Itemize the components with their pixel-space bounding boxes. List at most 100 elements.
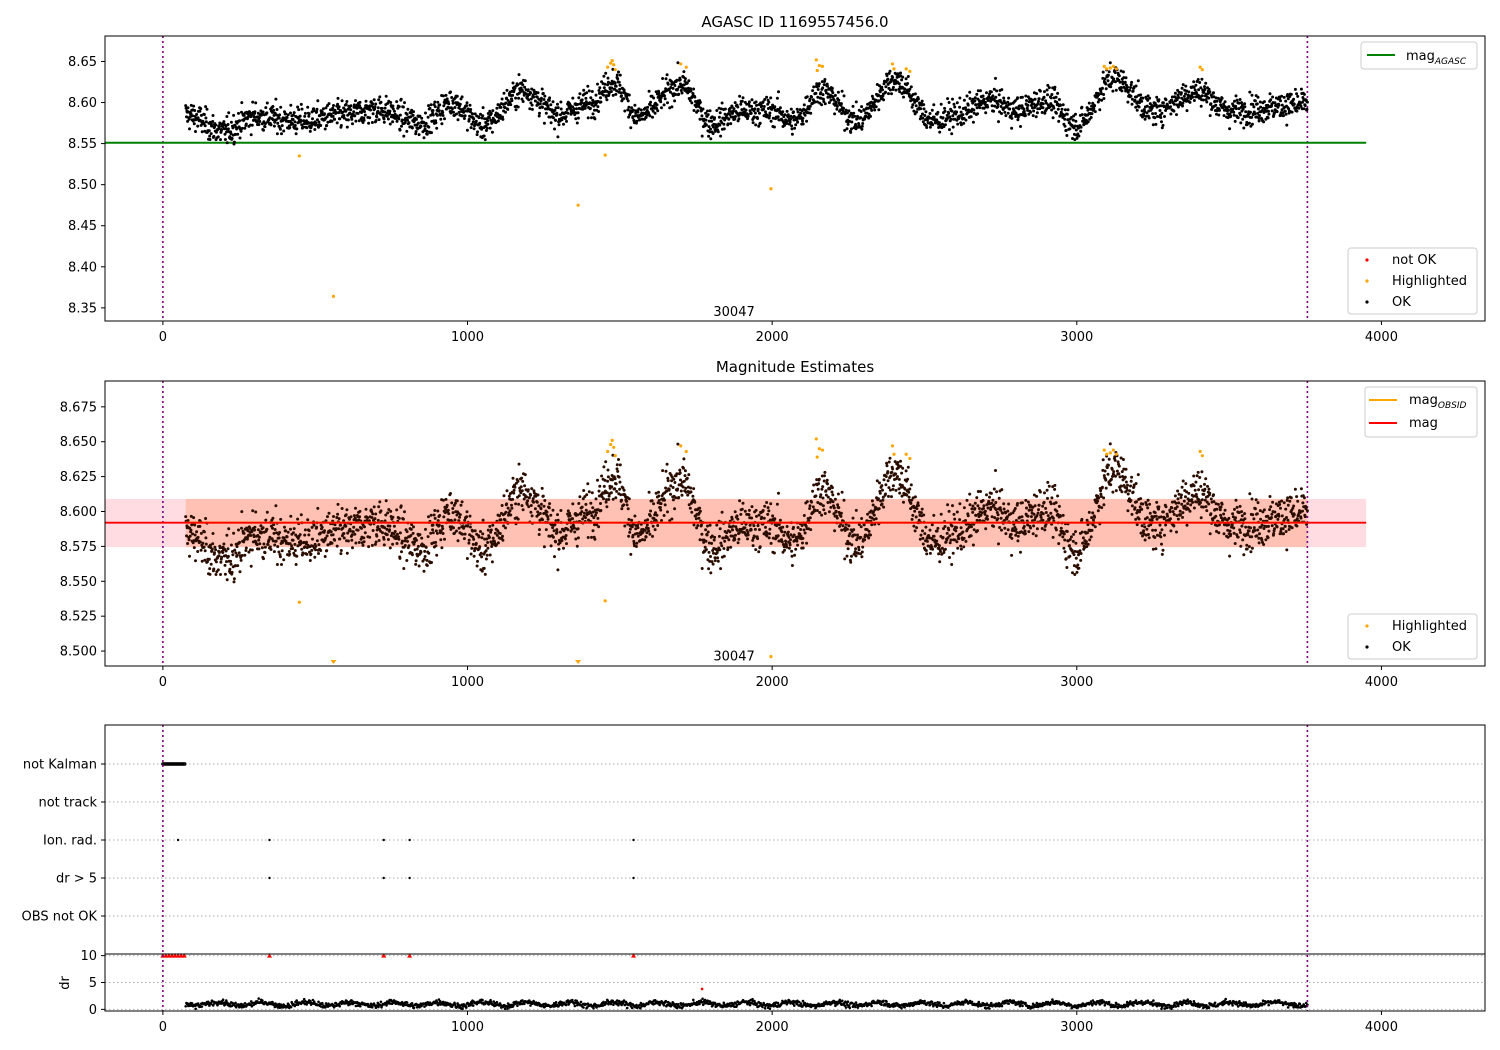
ok-point xyxy=(325,549,329,553)
ok-point xyxy=(1273,111,1276,115)
ok-point xyxy=(715,523,719,527)
ok-point xyxy=(803,531,807,535)
legend-label-highlighted: Highlighted xyxy=(1392,274,1467,289)
panel-title-magnitude-estimates: Magnitude Estimates xyxy=(716,358,874,376)
ok-point xyxy=(260,546,264,550)
ok-point xyxy=(591,506,595,510)
ok-point xyxy=(508,509,512,513)
ok-point xyxy=(887,460,891,464)
ok-point xyxy=(351,122,354,126)
ok-point xyxy=(818,511,822,514)
ok-point xyxy=(407,544,411,548)
ok-point xyxy=(590,491,594,495)
ok-point xyxy=(193,109,197,112)
ok-point xyxy=(1016,118,1020,122)
ok-point xyxy=(382,537,386,541)
ok-point xyxy=(200,559,204,563)
ok-point xyxy=(1297,106,1301,110)
ok-point xyxy=(805,541,809,545)
ok-point xyxy=(1249,110,1252,114)
ok-point xyxy=(666,510,669,514)
ok-point xyxy=(392,109,396,113)
ok-point xyxy=(530,487,534,491)
ok-point xyxy=(872,105,876,109)
ok-point xyxy=(663,94,666,98)
ok-point xyxy=(552,112,556,116)
ok-point xyxy=(338,117,342,121)
ok-point xyxy=(250,530,254,534)
ok-point xyxy=(1140,99,1144,103)
ok-point xyxy=(795,107,799,111)
ok-point xyxy=(288,126,292,130)
ok-point xyxy=(972,108,976,112)
ok-point xyxy=(846,547,850,551)
ok-point xyxy=(1118,80,1122,84)
ok-point xyxy=(1173,91,1177,95)
ok-point xyxy=(264,106,268,110)
ok-point xyxy=(303,533,307,537)
ok-point xyxy=(618,73,622,77)
ok-point xyxy=(291,122,295,126)
ok-point xyxy=(458,515,461,519)
ok-point xyxy=(777,523,781,526)
ok-point xyxy=(900,471,904,475)
ok-point xyxy=(299,119,303,123)
ok-point xyxy=(263,122,267,126)
ok-point xyxy=(1130,102,1134,106)
ok-point xyxy=(718,527,722,531)
highlighted-point xyxy=(612,63,616,67)
ok-point xyxy=(604,500,608,504)
ok-point xyxy=(646,105,650,109)
ok-point xyxy=(400,124,403,128)
ok-point xyxy=(535,95,539,99)
ok-point xyxy=(839,102,843,106)
ok-point xyxy=(1227,108,1230,112)
ok-point xyxy=(649,100,653,104)
ok-point xyxy=(996,105,1000,109)
ok-point xyxy=(353,516,357,520)
highlighted-point xyxy=(679,62,683,66)
ok-point xyxy=(851,516,855,520)
ok-point xyxy=(862,108,866,112)
ok-point xyxy=(527,496,531,500)
ok-point xyxy=(784,543,788,547)
ok-point xyxy=(757,550,761,554)
ok-point xyxy=(628,527,632,531)
p1-xtick-label: 3000 xyxy=(1060,330,1093,345)
ok-point xyxy=(303,114,307,118)
ok-point xyxy=(756,117,760,120)
ok-point xyxy=(758,121,762,125)
ok-point xyxy=(507,513,510,517)
ok-point xyxy=(1203,85,1206,89)
ok-point xyxy=(535,500,539,504)
ok-point xyxy=(964,106,967,110)
ok-point xyxy=(896,475,899,479)
p1-xtick-label: 0 xyxy=(159,330,167,345)
ok-point xyxy=(1177,96,1181,99)
ok-point xyxy=(357,541,361,544)
ok-point xyxy=(470,122,474,126)
ok-point xyxy=(509,513,513,517)
ok-point xyxy=(1251,102,1255,106)
ok-point xyxy=(1041,106,1045,110)
ok-point xyxy=(317,543,321,547)
ok-point xyxy=(761,100,765,104)
ok-point xyxy=(225,533,229,537)
ok-point xyxy=(525,92,528,96)
ok-point xyxy=(1253,112,1257,116)
ok-point xyxy=(493,531,497,535)
p1-ytick-label: 8.60 xyxy=(68,96,97,111)
ok-point xyxy=(414,559,418,563)
highlighted-point xyxy=(908,69,912,73)
ok-point xyxy=(511,81,515,85)
ok-point xyxy=(982,97,986,101)
ok-point xyxy=(673,99,677,103)
ok-point xyxy=(289,514,293,518)
ok-point xyxy=(557,123,561,127)
ok-point xyxy=(744,108,748,112)
ok-point xyxy=(333,108,337,112)
ok-point xyxy=(194,559,197,563)
ok-point xyxy=(756,537,760,541)
ok-point xyxy=(738,499,742,503)
ok-point xyxy=(551,526,555,530)
